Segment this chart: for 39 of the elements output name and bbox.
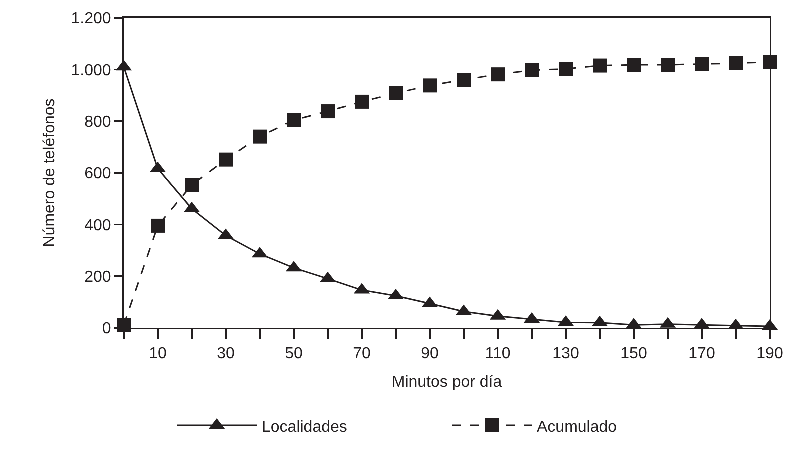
y-axis-title: Número de teléfonos — [41, 98, 58, 248]
y-tick-label: 800 — [84, 114, 112, 131]
y-tick-label: 0 — [102, 320, 112, 338]
x-tick-label: 130 — [552, 346, 580, 363]
x-tick-label: 190 — [756, 346, 784, 363]
point — [253, 130, 267, 144]
x-tick-label: 90 — [421, 346, 439, 363]
legend-label: Localidades — [262, 418, 348, 436]
point — [627, 58, 641, 72]
point — [151, 218, 165, 233]
point — [559, 62, 573, 76]
point — [491, 68, 505, 82]
point — [355, 94, 369, 109]
point — [423, 78, 437, 93]
point — [695, 57, 709, 72]
x-tick-label: 30 — [217, 346, 235, 363]
y-tick-label: 400 — [84, 217, 112, 234]
x-tick-label: 110 — [485, 346, 511, 363]
point — [525, 63, 539, 78]
y-tick-label: 200 — [84, 268, 112, 286]
y-tick-label: 600 — [84, 166, 112, 183]
point — [593, 58, 607, 73]
x-tick-label: 70 — [353, 346, 371, 363]
x-tick-label: 10 — [149, 346, 167, 363]
point — [185, 178, 199, 192]
x-tick-label: 170 — [688, 346, 716, 363]
point — [219, 152, 233, 167]
point — [321, 104, 335, 119]
x-axis-title: Minutos por día — [392, 374, 502, 392]
legend-label: Acumulado — [537, 418, 618, 436]
point — [389, 86, 403, 100]
point — [661, 58, 675, 72]
point — [287, 113, 301, 128]
y-tick-label: 1.000 — [71, 62, 112, 80]
x-tick-label: 50 — [285, 346, 303, 363]
point — [457, 73, 471, 87]
y-tick-label: 1.200 — [71, 10, 112, 28]
x-tick-label: 150 — [620, 346, 648, 363]
point — [729, 56, 743, 70]
